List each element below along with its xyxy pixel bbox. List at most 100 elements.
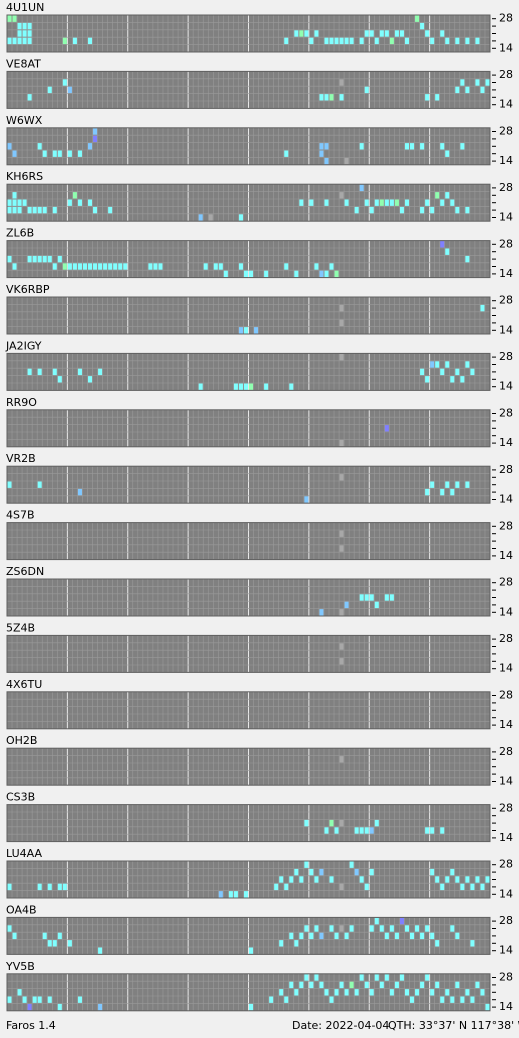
signal-cell: [344, 932, 349, 940]
signal-cell: [404, 925, 409, 932]
signal-cell: [404, 143, 409, 150]
grid-border: [6, 296, 491, 335]
signal-cell: [364, 30, 369, 37]
signal-cell: [12, 206, 17, 214]
signal-cell: [440, 883, 445, 891]
signal-cell: [238, 263, 243, 270]
signal-cell: [450, 376, 455, 383]
signal-cell: [389, 594, 394, 601]
signal-cell: [17, 30, 22, 37]
signal-cell: [384, 425, 389, 432]
signal-cell: [17, 22, 22, 30]
signal-cell: [27, 22, 32, 30]
signal-cell: [77, 368, 82, 376]
signal-cell: [415, 989, 420, 996]
signal-cell: [284, 150, 289, 157]
signal-cell: [460, 143, 465, 150]
signal-cell: [324, 827, 329, 834]
signal-cell: [369, 206, 374, 214]
signal-cell: [7, 143, 12, 150]
signal-cell: [123, 263, 128, 270]
signal-cell: [339, 925, 344, 932]
signal-cell: [359, 876, 364, 883]
grid-border: [6, 70, 491, 109]
band-top-label: 28: [499, 745, 513, 758]
band-bottom-label: 14: [499, 831, 513, 844]
signal-cell: [47, 996, 52, 1003]
signal-cell: [399, 30, 404, 37]
signal-cell: [420, 981, 425, 989]
signal-cell: [52, 263, 57, 270]
signal-cell: [374, 37, 379, 45]
signal-cell: [32, 206, 37, 214]
band-top-label: 28: [499, 294, 513, 307]
signal-cell: [329, 996, 334, 1003]
signal-cell: [98, 1003, 103, 1011]
signal-cell: [319, 868, 324, 876]
signal-cell: [22, 199, 27, 206]
signal-cell: [485, 79, 490, 86]
station-name: W6WX: [6, 114, 43, 127]
signal-cell: [294, 30, 299, 37]
signal-cell: [455, 876, 460, 883]
signal-cell: [284, 883, 289, 891]
station-name: CS3B: [6, 791, 35, 804]
band-bottom-label: 14: [499, 436, 513, 449]
signal-cell: [339, 319, 344, 327]
signal-cell: [399, 917, 404, 925]
signal-cell: [17, 206, 22, 214]
signal-cell: [304, 819, 309, 827]
signal-cell: [445, 361, 450, 368]
signal-cell: [324, 270, 329, 278]
signal-cell: [425, 30, 430, 37]
signal-cell: [319, 981, 324, 989]
signal-cell: [324, 143, 329, 150]
grid-border: [6, 691, 491, 730]
signal-cell: [425, 974, 430, 981]
signal-cell: [52, 940, 57, 947]
signal-cell: [7, 481, 12, 488]
signal-cell: [42, 150, 47, 157]
signal-cell: [284, 263, 289, 270]
signal-cell: [93, 263, 98, 270]
signal-cell: [88, 376, 93, 383]
signal-cell: [324, 37, 329, 45]
signal-cell: [113, 263, 118, 270]
band-top-label: 28: [499, 689, 513, 702]
signal-cell: [354, 868, 359, 876]
signal-cell: [279, 876, 284, 883]
signal-cell: [12, 192, 17, 199]
station-name: VK6RBP: [6, 283, 50, 296]
signal-cell: [445, 481, 450, 488]
grid-border: [6, 747, 491, 786]
signal-cell: [339, 530, 344, 537]
signal-cell: [404, 199, 409, 206]
band-bottom-label: 14: [499, 549, 513, 562]
signal-cell: [319, 94, 324, 101]
signal-cell: [480, 989, 485, 996]
signal-cell: [108, 206, 113, 214]
signal-cell: [455, 932, 460, 940]
signal-cell: [339, 643, 344, 650]
signal-cell: [52, 206, 57, 214]
signal-cell: [32, 996, 37, 1003]
signal-cell: [374, 601, 379, 609]
signal-cell: [27, 368, 32, 376]
band-bottom-label: 14: [499, 267, 513, 280]
signal-cell: [354, 206, 359, 214]
signal-cell: [319, 143, 324, 150]
signal-cell: [243, 383, 248, 390]
signal-cell: [294, 868, 299, 876]
signal-cell: [254, 327, 259, 334]
band-top-label: 28: [499, 858, 513, 871]
signal-cell: [435, 361, 440, 368]
band-bottom-label: 14: [499, 662, 513, 675]
signal-cell: [7, 883, 12, 891]
band-top-label: 28: [499, 576, 513, 589]
grid-border: [6, 14, 491, 53]
signal-cell: [369, 594, 374, 601]
signal-cell: [7, 255, 12, 263]
band-bottom-label: 14: [499, 493, 513, 506]
band-top-label: 28: [499, 68, 513, 81]
station-name: 4U1UN: [6, 1, 44, 14]
